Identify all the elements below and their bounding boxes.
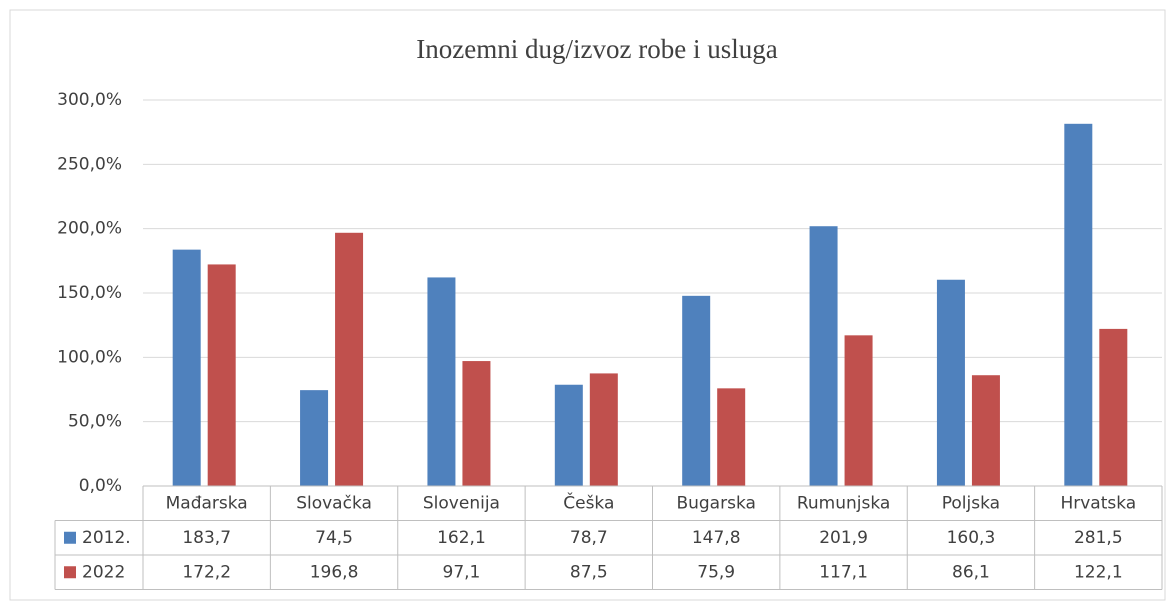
table-value: 196,8 bbox=[310, 562, 359, 582]
y-tick-label: 0,0% bbox=[79, 476, 122, 496]
x-tick-label: Češka bbox=[563, 491, 614, 513]
table-value: 122,1 bbox=[1074, 562, 1123, 582]
bar bbox=[589, 373, 618, 486]
table-value: 78,7 bbox=[570, 528, 608, 548]
bar bbox=[300, 390, 329, 486]
table-value: 201,9 bbox=[819, 528, 868, 548]
x-tick-label: Slovenija bbox=[423, 493, 500, 513]
bar bbox=[682, 295, 711, 486]
bar bbox=[335, 232, 364, 486]
legend-label: 2022 bbox=[82, 562, 125, 582]
x-tick-label: Slovačka bbox=[296, 493, 372, 513]
y-tick-label: 50,0% bbox=[68, 412, 122, 432]
legend-swatch bbox=[64, 566, 76, 579]
bar bbox=[1099, 328, 1128, 486]
table-value: 87,5 bbox=[570, 562, 608, 582]
y-tick-label: 200,0% bbox=[57, 219, 122, 239]
bar bbox=[936, 279, 965, 486]
table-value: 97,1 bbox=[443, 562, 481, 582]
table-value: 281,5 bbox=[1074, 528, 1123, 548]
bar bbox=[1064, 123, 1093, 486]
bar bbox=[462, 361, 491, 486]
y-tick-label: 150,0% bbox=[57, 283, 122, 303]
bar bbox=[172, 249, 201, 486]
table-value: 147,8 bbox=[692, 528, 741, 548]
chart-frame bbox=[9, 9, 1166, 601]
x-tick-label: Hrvatska bbox=[1060, 493, 1136, 513]
x-tick-label: Rumunjska bbox=[797, 493, 890, 513]
table-value: 172,2 bbox=[182, 562, 231, 582]
legend-swatch bbox=[64, 531, 76, 544]
table-value: 86,1 bbox=[952, 562, 990, 582]
table-value: 117,1 bbox=[819, 562, 868, 582]
table-value: 75,9 bbox=[697, 562, 735, 582]
table-value: 183,7 bbox=[182, 528, 231, 548]
x-tick-label: Poljska bbox=[942, 493, 1000, 513]
y-tick-label: 300,0% bbox=[57, 90, 122, 110]
bar bbox=[207, 264, 236, 486]
table-value: 160,3 bbox=[947, 528, 996, 548]
legend-label: 2012. bbox=[82, 528, 131, 548]
table-value: 162,1 bbox=[437, 528, 486, 548]
x-tick-label: Bugarska bbox=[676, 493, 755, 513]
bar bbox=[427, 277, 456, 486]
bar bbox=[971, 375, 1000, 486]
chart-title: Inozemni dug/izvoz robe i usluga bbox=[416, 34, 777, 64]
table-value: 74,5 bbox=[315, 528, 353, 548]
x-tick-label: Mađarska bbox=[166, 493, 248, 513]
bar bbox=[809, 226, 838, 487]
bar bbox=[844, 335, 873, 486]
bar bbox=[717, 388, 746, 486]
y-tick-label: 100,0% bbox=[57, 347, 122, 367]
y-tick-label: 250,0% bbox=[57, 154, 122, 174]
bar bbox=[554, 384, 583, 486]
